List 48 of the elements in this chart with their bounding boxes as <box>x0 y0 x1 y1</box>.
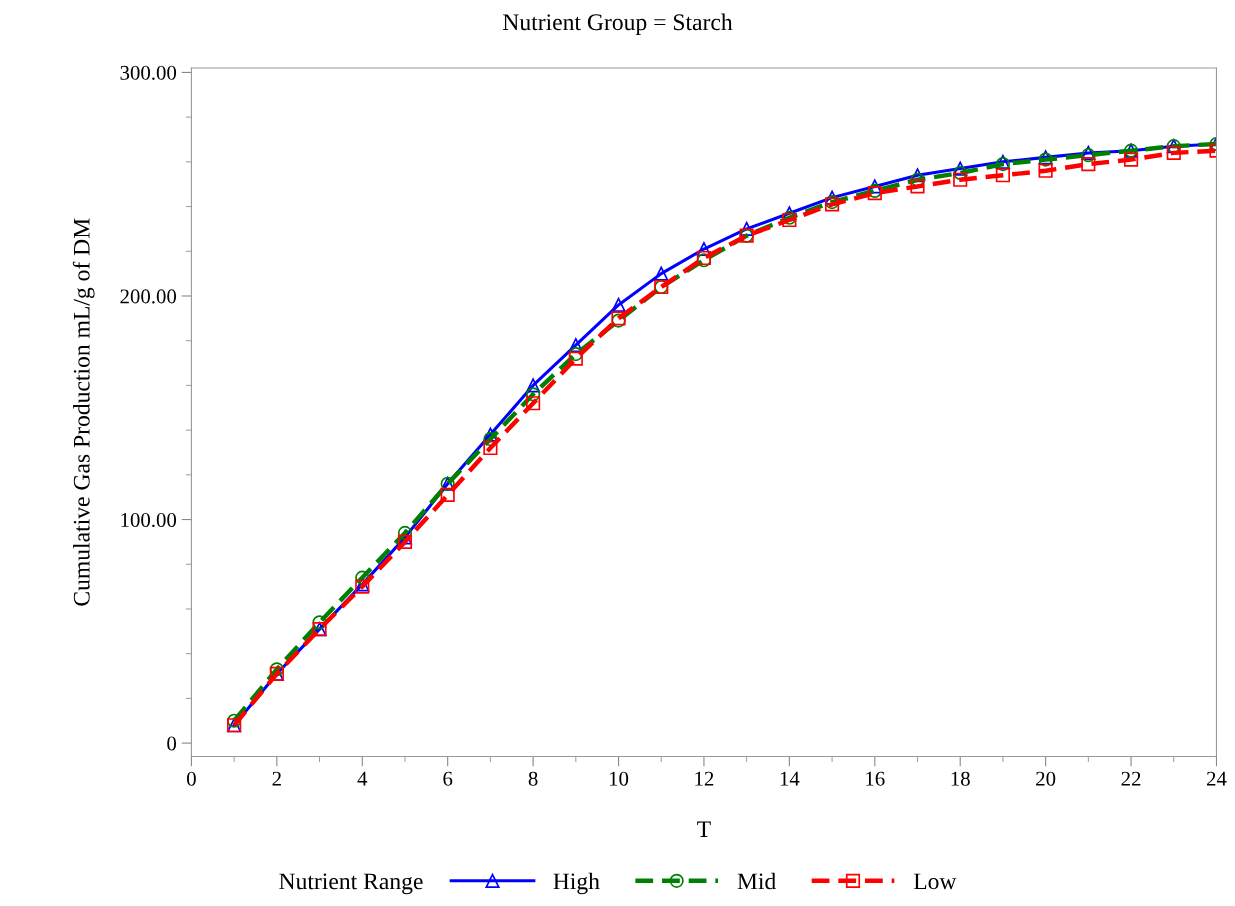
point <box>526 378 541 393</box>
point <box>227 713 242 728</box>
y-tick-label: 200.00 <box>120 289 177 304</box>
x-tick-label: 14 <box>780 771 800 786</box>
x-tick-label: 16 <box>866 771 885 786</box>
point <box>611 297 626 313</box>
x-tick-label: 20 <box>1036 771 1056 786</box>
point <box>1166 145 1181 160</box>
point <box>312 615 327 630</box>
chart-title: Nutrient Group = Starch <box>503 13 733 35</box>
point <box>953 172 968 187</box>
x-tick-label: 12 <box>695 771 714 786</box>
x-tick-label: 4 <box>357 771 368 786</box>
point <box>269 662 284 677</box>
point <box>654 266 669 281</box>
x-tick-label: 8 <box>528 771 538 786</box>
point <box>526 396 541 411</box>
point <box>397 525 413 541</box>
x-tick-label: 18 <box>951 771 970 786</box>
point <box>568 351 583 366</box>
x-tick-label: 6 <box>443 771 453 786</box>
point <box>953 165 968 181</box>
point <box>739 221 754 236</box>
point <box>953 161 968 176</box>
y-axis-title: Cumulative Gas Production mL/g of DM <box>72 218 95 606</box>
point <box>397 534 413 549</box>
y-tick-label: 300.00 <box>120 65 177 80</box>
point <box>910 179 925 194</box>
point <box>995 168 1011 183</box>
x-tick-label: 0 <box>187 771 196 786</box>
x-tick-label: 24 <box>1206 771 1227 786</box>
x-tick-label: 10 <box>609 771 629 786</box>
point <box>568 347 583 362</box>
legend-label: Low <box>913 873 957 890</box>
point <box>1081 156 1096 172</box>
legend-title: Nutrient Range <box>279 873 423 895</box>
y-tick-label: 100.00 <box>121 512 177 528</box>
x-tick-label: 2 <box>272 771 281 786</box>
y-tick-label: 0 <box>167 736 177 751</box>
x-tick-label: 22 <box>1121 771 1141 786</box>
legend-label: High <box>553 872 600 895</box>
x-axis-title: T <box>697 821 711 837</box>
point <box>526 387 541 402</box>
point <box>1123 152 1139 167</box>
legend-label: Mid <box>737 872 776 890</box>
point <box>483 440 498 456</box>
point <box>440 487 455 503</box>
point <box>1038 163 1053 178</box>
